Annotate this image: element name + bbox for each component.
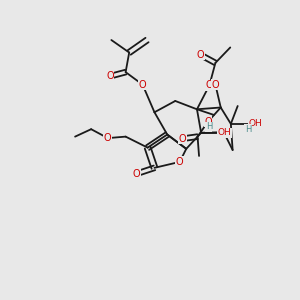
Text: H: H xyxy=(206,122,212,131)
Text: O: O xyxy=(206,80,213,90)
Text: O: O xyxy=(133,169,140,179)
Text: O: O xyxy=(176,157,184,167)
Text: OH: OH xyxy=(218,128,232,137)
Text: O: O xyxy=(204,117,212,127)
Text: O: O xyxy=(106,71,114,81)
Text: H: H xyxy=(245,125,251,134)
Text: OH: OH xyxy=(249,119,262,128)
Text: O: O xyxy=(139,80,146,90)
Text: O: O xyxy=(179,134,187,144)
Text: O: O xyxy=(176,157,184,167)
Text: O: O xyxy=(104,133,112,143)
Text: O: O xyxy=(197,50,204,60)
Text: O: O xyxy=(212,80,219,90)
